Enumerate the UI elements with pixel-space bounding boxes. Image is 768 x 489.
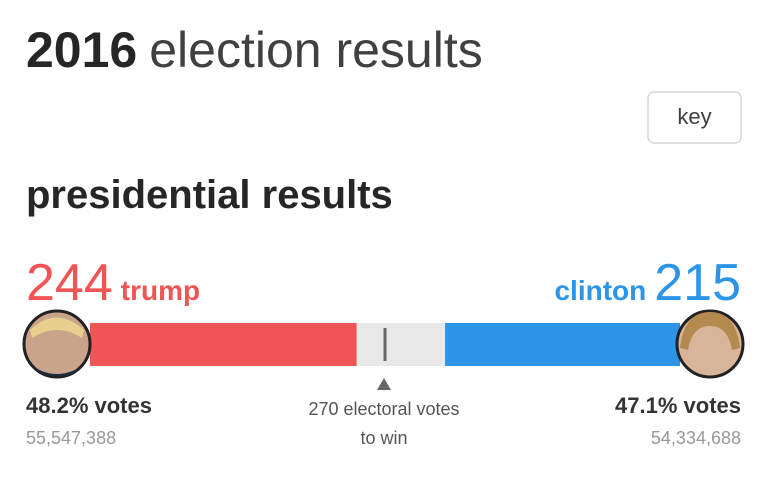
vote-share: 47.1% votes (615, 393, 741, 418)
section-title: presidential results (26, 173, 393, 217)
key-button-box[interactable] (647, 91, 742, 144)
avatars (22, 309, 745, 379)
clinton-hair (680, 312, 740, 350)
trump-name: trump (121, 275, 200, 306)
trump-electoral: 244 (26, 254, 113, 312)
trump-bar (90, 323, 357, 366)
page-title: 2016 election results (26, 22, 483, 78)
clinton-electoral: 215 (654, 254, 741, 312)
vote-share: 48.2% votes (26, 393, 152, 418)
clinton-name: clinton (554, 275, 646, 306)
threshold-arrow (377, 378, 391, 390)
trump-hair (30, 317, 84, 338)
threshold-label-2: to win (360, 428, 407, 448)
trump-suit (32, 366, 82, 376)
trump-headline: 244 trump (26, 254, 200, 312)
clinton-headline: clinton 215 (554, 254, 741, 312)
key-button-label[interactable]: key (677, 104, 711, 129)
title-year: 2016 (26, 22, 137, 78)
clinton-bar (445, 323, 680, 366)
threshold-label: 270 electoral votes (308, 399, 459, 419)
vote-count: 54,334,688 (651, 428, 741, 448)
key-button[interactable]: key (647, 91, 742, 144)
title-rest: election results (149, 22, 483, 78)
vote-count: 55,547,388 (26, 428, 116, 448)
